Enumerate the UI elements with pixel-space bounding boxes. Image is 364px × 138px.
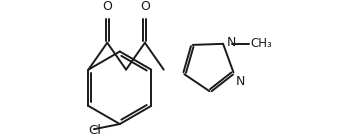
Text: N: N bbox=[236, 75, 245, 88]
Text: Cl: Cl bbox=[89, 124, 102, 137]
Text: O: O bbox=[102, 0, 112, 13]
Text: CH₃: CH₃ bbox=[251, 37, 273, 50]
Text: O: O bbox=[140, 0, 150, 13]
Text: N: N bbox=[226, 36, 236, 49]
